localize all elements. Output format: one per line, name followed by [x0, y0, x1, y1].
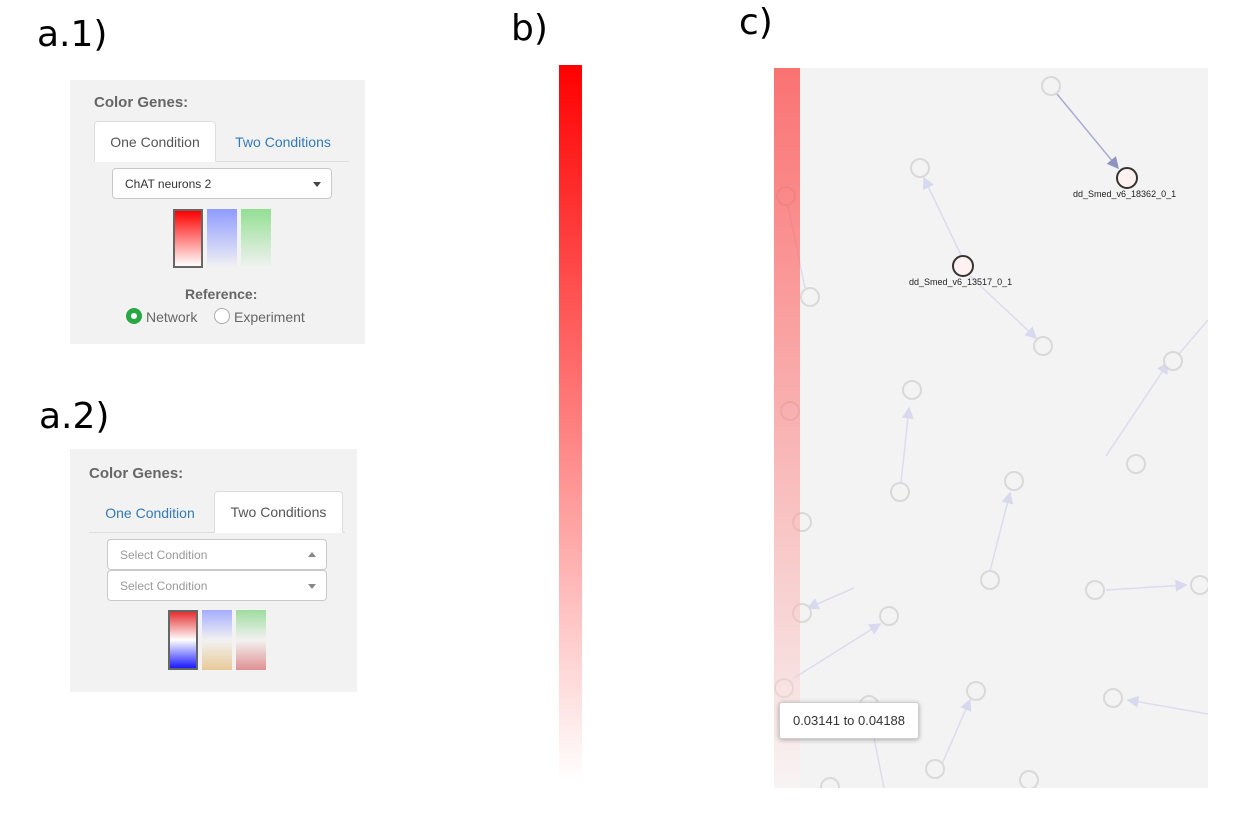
network-edge: [900, 406, 914, 484]
network-node[interactable]: [1190, 575, 1208, 595]
condition-select[interactable]: ChAT neurons 2: [112, 168, 332, 199]
condition-select-1[interactable]: Select Condition: [107, 539, 327, 570]
chevron-down-icon: [313, 181, 321, 187]
tab-divider: [94, 161, 349, 162]
radio-experiment[interactable]: Experiment: [214, 308, 305, 325]
color-genes-panel-one-condition: Color Genes: One Condition Two Condition…: [70, 80, 365, 344]
range-tooltip: 0.03141 to 0.04188: [779, 702, 919, 739]
network-node[interactable]: [879, 606, 899, 626]
tab-one-condition[interactable]: One Condition: [105, 504, 195, 521]
network-node[interactable]: [910, 158, 930, 178]
network-node[interactable]: [1163, 351, 1183, 371]
radio-network-label: Network: [146, 309, 198, 325]
swatch-green[interactable]: [241, 209, 271, 268]
network-node[interactable]: [902, 380, 922, 400]
swatch-red-blue[interactable]: [168, 610, 198, 670]
network-node[interactable]: [1041, 76, 1061, 96]
network-node[interactable]: [890, 482, 910, 502]
node-label: dd_Smed_v6_18362_0_1: [1073, 189, 1177, 199]
network-node[interactable]: [1085, 580, 1105, 600]
tab-two-conditions[interactable]: Two Conditions: [214, 491, 343, 533]
panel-title: Color Genes:: [89, 465, 184, 482]
radio-checked-icon: [126, 308, 142, 324]
network-node[interactable]: [1004, 471, 1024, 491]
network-view[interactable]: dd_Smed_v6_18362_0_1 dd_Smed_v6_13517_0_…: [774, 68, 1208, 788]
condition-select-1-placeholder: Select Condition: [120, 547, 208, 562]
panel-title: Color Genes:: [94, 94, 189, 111]
condition-select-value: ChAT neurons 2: [125, 176, 212, 191]
chevron-down-icon: [308, 583, 316, 589]
network-node[interactable]: [925, 759, 945, 779]
label-a1: a.1): [37, 14, 108, 55]
network-edge: [806, 587, 855, 610]
color-scale-bar: [559, 65, 582, 783]
network-node[interactable]: [800, 287, 820, 307]
network-edge: [937, 698, 972, 774]
swatch-red[interactable]: [173, 209, 203, 268]
network-edge: [1105, 361, 1169, 457]
tab-two-conditions[interactable]: Two Conditions: [235, 133, 331, 150]
network-node-highlighted[interactable]: [952, 255, 974, 277]
network-edge: [969, 275, 1038, 340]
network-node[interactable]: [966, 681, 986, 701]
chevron-up-icon: [308, 551, 316, 557]
label-c: c): [739, 2, 773, 43]
network-node[interactable]: [980, 570, 1000, 590]
network-edge: [793, 623, 882, 679]
label-a2: a.2): [39, 396, 110, 437]
tab-one-condition[interactable]: One Condition: [94, 121, 216, 162]
reference-label: Reference:: [185, 286, 258, 302]
radio-network[interactable]: Network: [126, 308, 198, 325]
network-node[interactable]: [820, 777, 840, 788]
network-edges: [774, 76, 1208, 788]
network-edge: [1105, 579, 1188, 592]
network-edge: [989, 491, 1014, 572]
network-edge: [1126, 695, 1208, 715]
network-node[interactable]: [1103, 688, 1123, 708]
network-node[interactable]: [1019, 770, 1039, 788]
network-edge: [1056, 93, 1119, 170]
node-label: dd_Smed_v6_13517_0_1: [909, 277, 1013, 287]
condition-select-2-placeholder: Select Condition: [120, 578, 208, 593]
swatch-green-red[interactable]: [236, 610, 266, 670]
radio-unchecked-icon: [214, 308, 230, 324]
swatch-blue-tan[interactable]: [202, 610, 232, 670]
node-color-overlay-bar: [774, 68, 800, 788]
network-node[interactable]: [1033, 336, 1053, 356]
network-edge: [923, 176, 962, 256]
swatch-blue[interactable]: [207, 209, 237, 268]
label-b: b): [511, 8, 548, 49]
network-node-highlighted[interactable]: [1116, 167, 1138, 189]
color-genes-panel-two-conditions: Color Genes: One Condition Two Condition…: [70, 449, 357, 692]
network-node[interactable]: [1126, 454, 1146, 474]
condition-select-2[interactable]: Select Condition: [107, 570, 327, 601]
radio-experiment-label: Experiment: [234, 309, 305, 325]
